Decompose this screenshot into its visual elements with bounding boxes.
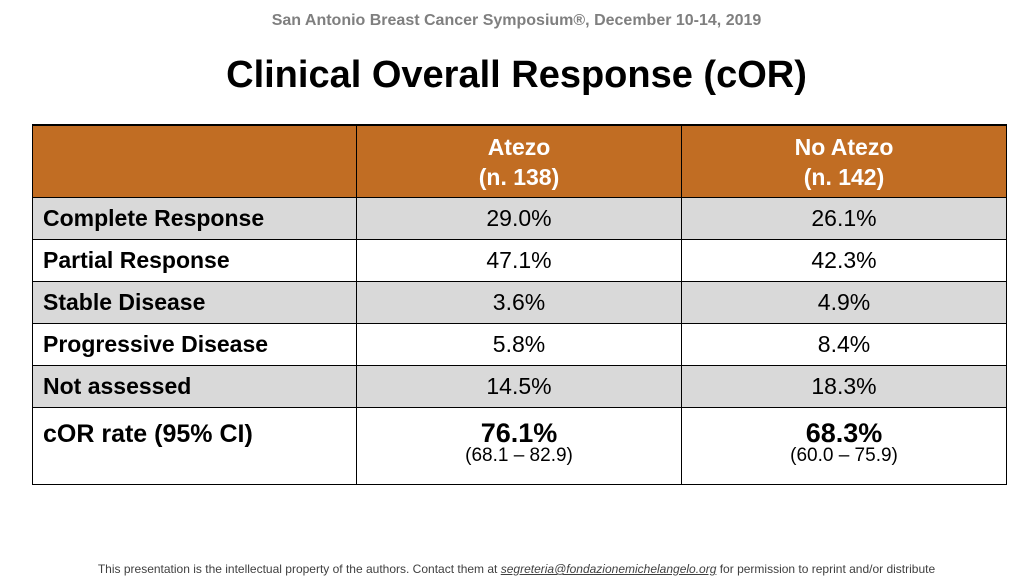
row-value-atezo: 47.1% [356,239,682,282]
footer-text-before: This presentation is the intellectual pr… [97,562,501,576]
table-row: Not assessed 14.5% 18.3% [32,365,1007,408]
cor-rate-atezo: 76.1% (68.1 – 82.9) [356,407,682,485]
row-value-no-atezo: 18.3% [681,365,1007,408]
header-no-atezo-n: (n. 142) [803,163,885,190]
table-row: Partial Response 47.1% 42.3% [32,239,1007,282]
table-header-row: Atezo (n. 138) No Atezo (n. 142) [32,124,1007,198]
table-row: Progressive Disease 5.8% 8.4% [32,323,1007,366]
row-label: Progressive Disease [32,323,357,366]
row-label: Partial Response [32,239,357,282]
header-no-atezo-name: No Atezo [794,133,894,160]
cor-rate-row: cOR rate (95% CI) 76.1% (68.1 – 82.9) 68… [32,407,1007,485]
row-value-no-atezo: 42.3% [681,239,1007,282]
row-value-no-atezo: 26.1% [681,197,1007,240]
table-row: Stable Disease 3.6% 4.9% [32,281,1007,324]
response-table: Atezo (n. 138) No Atezo (n. 142) Complet… [32,124,1007,485]
header-no-atezo: No Atezo (n. 142) [681,124,1007,198]
row-label: Complete Response [32,197,357,240]
conference-header: San Antonio Breast Cancer Symposium®, De… [271,12,762,29]
header-atezo: Atezo (n. 138) [356,124,682,198]
table-row: Complete Response 29.0% 26.1% [32,197,1007,240]
footer-email-link[interactable]: segreteria@fondazionemichelangelo.org [500,562,717,576]
cor-rate-atezo-ci: (68.1 – 82.9) [465,445,573,466]
cor-rate-atezo-value: 76.1% [480,418,558,448]
header-atezo-name: Atezo [487,133,551,160]
row-value-atezo: 29.0% [356,197,682,240]
row-value-no-atezo: 8.4% [681,323,1007,366]
row-label: Not assessed [32,365,357,408]
row-value-atezo: 5.8% [356,323,682,366]
slide-title: Clinical Overall Response (cOR) [226,54,807,96]
header-atezo-n: (n. 138) [478,163,560,190]
cor-rate-no-atezo-value: 68.3% [805,418,883,448]
row-value-no-atezo: 4.9% [681,281,1007,324]
row-value-atezo: 3.6% [356,281,682,324]
cor-rate-no-atezo: 68.3% (60.0 – 75.9) [681,407,1007,485]
copyright-footer: This presentation is the intellectual pr… [0,562,1033,576]
row-label: Stable Disease [32,281,357,324]
header-empty-cell [32,124,357,198]
footer-text-after: for permission to reprint and/or distrib… [716,562,936,576]
cor-rate-label: cOR rate (95% CI) [32,407,357,485]
cor-rate-no-atezo-ci: (60.0 – 75.9) [790,445,898,466]
row-value-atezo: 14.5% [356,365,682,408]
